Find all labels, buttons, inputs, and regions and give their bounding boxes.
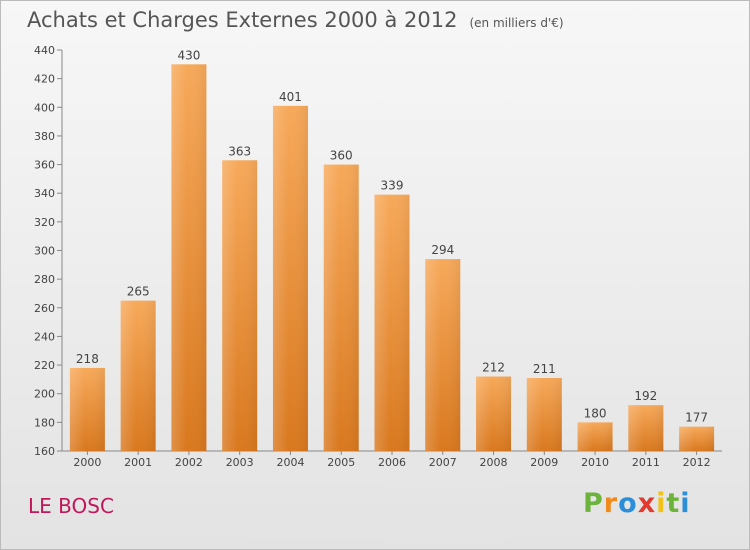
x-tick-label: 2003 [226,456,254,469]
bar-shade [628,405,664,451]
y-tick-label: 340 [34,187,55,200]
logo-letter: i [656,488,667,519]
chart-title-main: Achats et Charges Externes 2000 à 2012 [27,8,458,32]
x-tick-label: 2009 [530,456,558,469]
bar-value-label: 218 [76,352,99,366]
bar-shade [425,259,461,451]
y-tick-label: 260 [34,302,55,315]
x-tick-label: 2008 [480,456,508,469]
x-tick-label: 2001 [124,456,152,469]
logo-letter: i [680,488,691,519]
bar-shade [69,367,105,451]
x-tick-label: 2006 [378,456,406,469]
bar-shade [171,64,207,452]
bar-value-label: 430 [177,48,200,62]
x-tick-label: 2012 [683,456,711,469]
x-tick-label: 2005 [327,456,355,469]
bar-value-label: 294 [431,243,454,257]
commune-name: LE BOSC [28,494,114,518]
y-tick-label: 160 [34,445,55,458]
y-tick-label: 380 [34,130,55,143]
y-tick-label: 300 [34,245,55,258]
x-tick-label: 2002 [175,456,203,469]
bar-value-label: 212 [482,361,505,375]
x-tick-label: 2007 [429,456,457,469]
bar-shade [476,376,512,451]
bar-shade [679,426,715,451]
x-tick-label: 2000 [73,456,101,469]
bar-shade [120,300,156,451]
bar-shade [526,377,562,451]
bar-shade [577,422,613,451]
logo-letter: t [666,488,681,519]
y-tick-label: 360 [34,159,55,172]
bar-shade [272,105,308,451]
y-tick-label: 280 [34,273,55,286]
bar-value-label: 180 [584,406,607,420]
bar-value-label: 265 [127,285,150,299]
logo-letter: r [603,488,619,519]
y-tick-label: 240 [34,330,55,343]
y-tick-label: 400 [34,101,55,114]
bar-value-label: 211 [533,362,556,376]
bar-value-label: 192 [634,389,657,403]
x-tick-label: 2011 [632,456,660,469]
y-tick-label: 180 [34,416,55,429]
bar-value-label: 363 [228,144,251,158]
x-tick-label: 2004 [276,456,304,469]
proxiti-logo: Proxiti [583,488,691,519]
y-tick-label: 420 [34,73,55,86]
logo-letter: P [583,488,604,519]
bar-value-label: 177 [685,411,708,425]
logo-letter: o [618,488,638,519]
bar-shade [374,194,410,451]
y-tick-label: 440 [34,44,55,57]
bar-value-label: 360 [330,149,353,163]
logo-letter: x [637,488,657,519]
bar-value-label: 339 [381,179,404,193]
bar-value-label: 401 [279,90,302,104]
bar-shade [222,160,258,451]
chart-subtitle: (en milliers d'€) [469,16,564,30]
y-tick-label: 220 [34,359,55,372]
y-tick-label: 320 [34,216,55,229]
x-tick-label: 2010 [581,456,609,469]
chart-title: Achats et Charges Externes 2000 à 2012 (e… [27,6,564,37]
bar-shade [323,164,359,452]
y-tick-label: 200 [34,388,55,401]
